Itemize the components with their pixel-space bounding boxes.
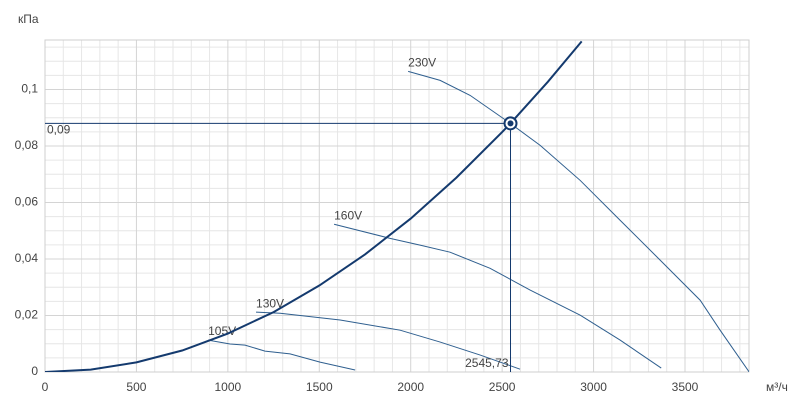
- fan-curve: [208, 339, 356, 371]
- y-tick-label: 0,06: [15, 195, 39, 209]
- x-tick-label: 0: [42, 380, 49, 394]
- operating-y-label: 0,09: [47, 123, 71, 137]
- plot-frame: [44, 39, 750, 373]
- curve-label: 105V: [208, 324, 236, 338]
- x-tick-label: 3000: [580, 380, 607, 394]
- x-tick-label: 2000: [397, 380, 424, 394]
- y-axis-label: кПа: [18, 12, 39, 26]
- fan-curve: [333, 223, 662, 369]
- y-tick-label: 0,02: [15, 308, 39, 322]
- x-tick-label: 2500: [489, 380, 516, 394]
- x-tick-label: 1000: [215, 380, 242, 394]
- x-tick-label: 1500: [306, 380, 333, 394]
- y-tick-label: 0,08: [15, 138, 39, 152]
- fan-curve: [255, 311, 521, 370]
- system-curve: [45, 40, 583, 372]
- curve-label: 130V: [256, 296, 284, 310]
- curve-label: 230V: [408, 56, 436, 70]
- x-tick-label: 500: [126, 380, 146, 394]
- curve-label: 160V: [334, 208, 362, 222]
- y-tick-label: 0,1: [21, 82, 38, 96]
- fan-curve: [408, 70, 749, 372]
- y-tick-label: 0: [31, 364, 38, 378]
- y-tick-label: 0,04: [15, 251, 39, 265]
- operating-point-dot: [507, 120, 514, 127]
- x-axis-label: м³/ч: [766, 380, 788, 394]
- x-tick-label: 3500: [672, 380, 699, 394]
- operating-x-label: 2545,73: [465, 356, 509, 370]
